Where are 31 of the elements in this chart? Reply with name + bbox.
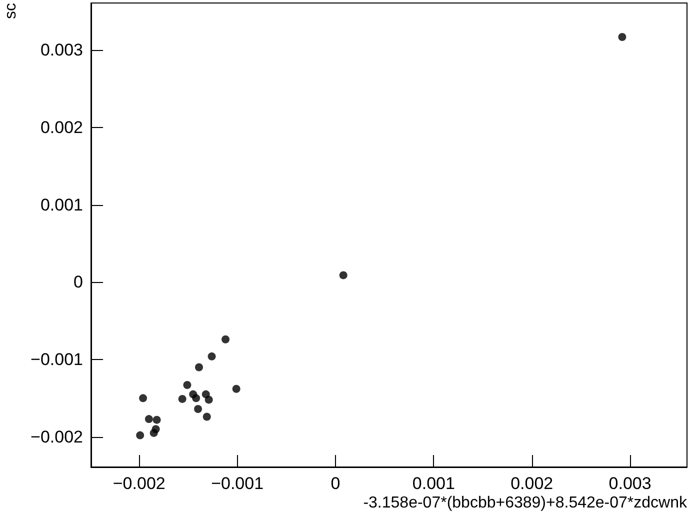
y-axis-title: sc xyxy=(2,3,20,19)
x-axis-title: -3.158e-07*(bbcbb+6389)+8.542e-07*zdcwnk xyxy=(363,494,688,512)
point xyxy=(204,396,213,404)
point xyxy=(183,381,192,390)
point xyxy=(144,415,153,424)
point xyxy=(136,431,144,440)
point xyxy=(150,428,158,437)
x-tick-label: 0.001 xyxy=(412,474,455,493)
y-tick-label: −0.002 xyxy=(30,427,83,446)
point xyxy=(139,394,148,402)
point xyxy=(202,412,211,421)
x-tick-label: 0.002 xyxy=(510,474,554,493)
point xyxy=(194,405,202,413)
y-tick-label: 0.003 xyxy=(40,40,83,60)
point xyxy=(152,416,161,424)
point xyxy=(192,394,200,402)
y-tick-label: 0 xyxy=(74,272,83,292)
point xyxy=(232,384,240,393)
x-tick-label: −0.001 xyxy=(211,474,264,493)
x-tick-label: −0.002 xyxy=(112,474,166,493)
y-tick-label: 0.001 xyxy=(40,195,83,214)
point xyxy=(195,363,204,372)
point xyxy=(208,352,216,360)
x-tick-label: 0.003 xyxy=(608,474,652,493)
y-tick-label: −0.001 xyxy=(30,350,83,370)
point xyxy=(178,394,186,403)
point xyxy=(339,271,348,280)
x-tick-label: 0 xyxy=(330,474,340,493)
point xyxy=(618,33,626,42)
y-tick-label: 0.002 xyxy=(40,118,83,138)
point xyxy=(222,335,230,344)
